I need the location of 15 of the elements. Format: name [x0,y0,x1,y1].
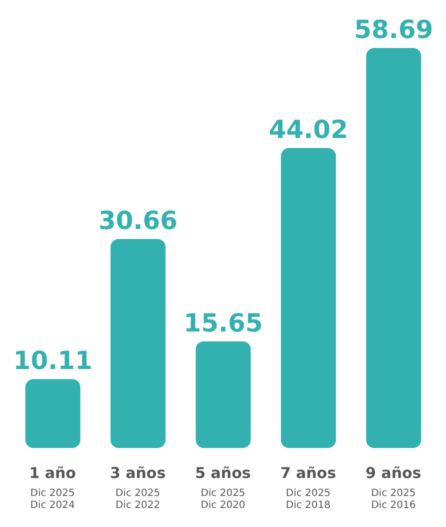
data-label: 58.69 [354,15,434,44]
x-tick-label: 7 años Dic 2025 Dic 2018 [280,464,336,511]
x-tick-label: 5 años Dic 2025 Dic 2020 [195,464,251,511]
x-tick-label: 1 año Dic 2025 Dic 2024 [29,464,76,511]
data-label: 15.65 [184,308,263,338]
x-tick-label: 9 años Dic 2025 Dic 2016 [366,464,422,511]
bar [196,341,251,448]
bar [280,148,336,448]
data-label: 10.11 [13,346,92,376]
bar [25,379,80,448]
bar [366,48,422,448]
data-label: 44.02 [268,114,348,144]
bar [110,239,166,448]
data-label: 30.66 [98,206,178,236]
x-tick-label: 3 años Dic 2025 Dic 2022 [110,464,166,511]
